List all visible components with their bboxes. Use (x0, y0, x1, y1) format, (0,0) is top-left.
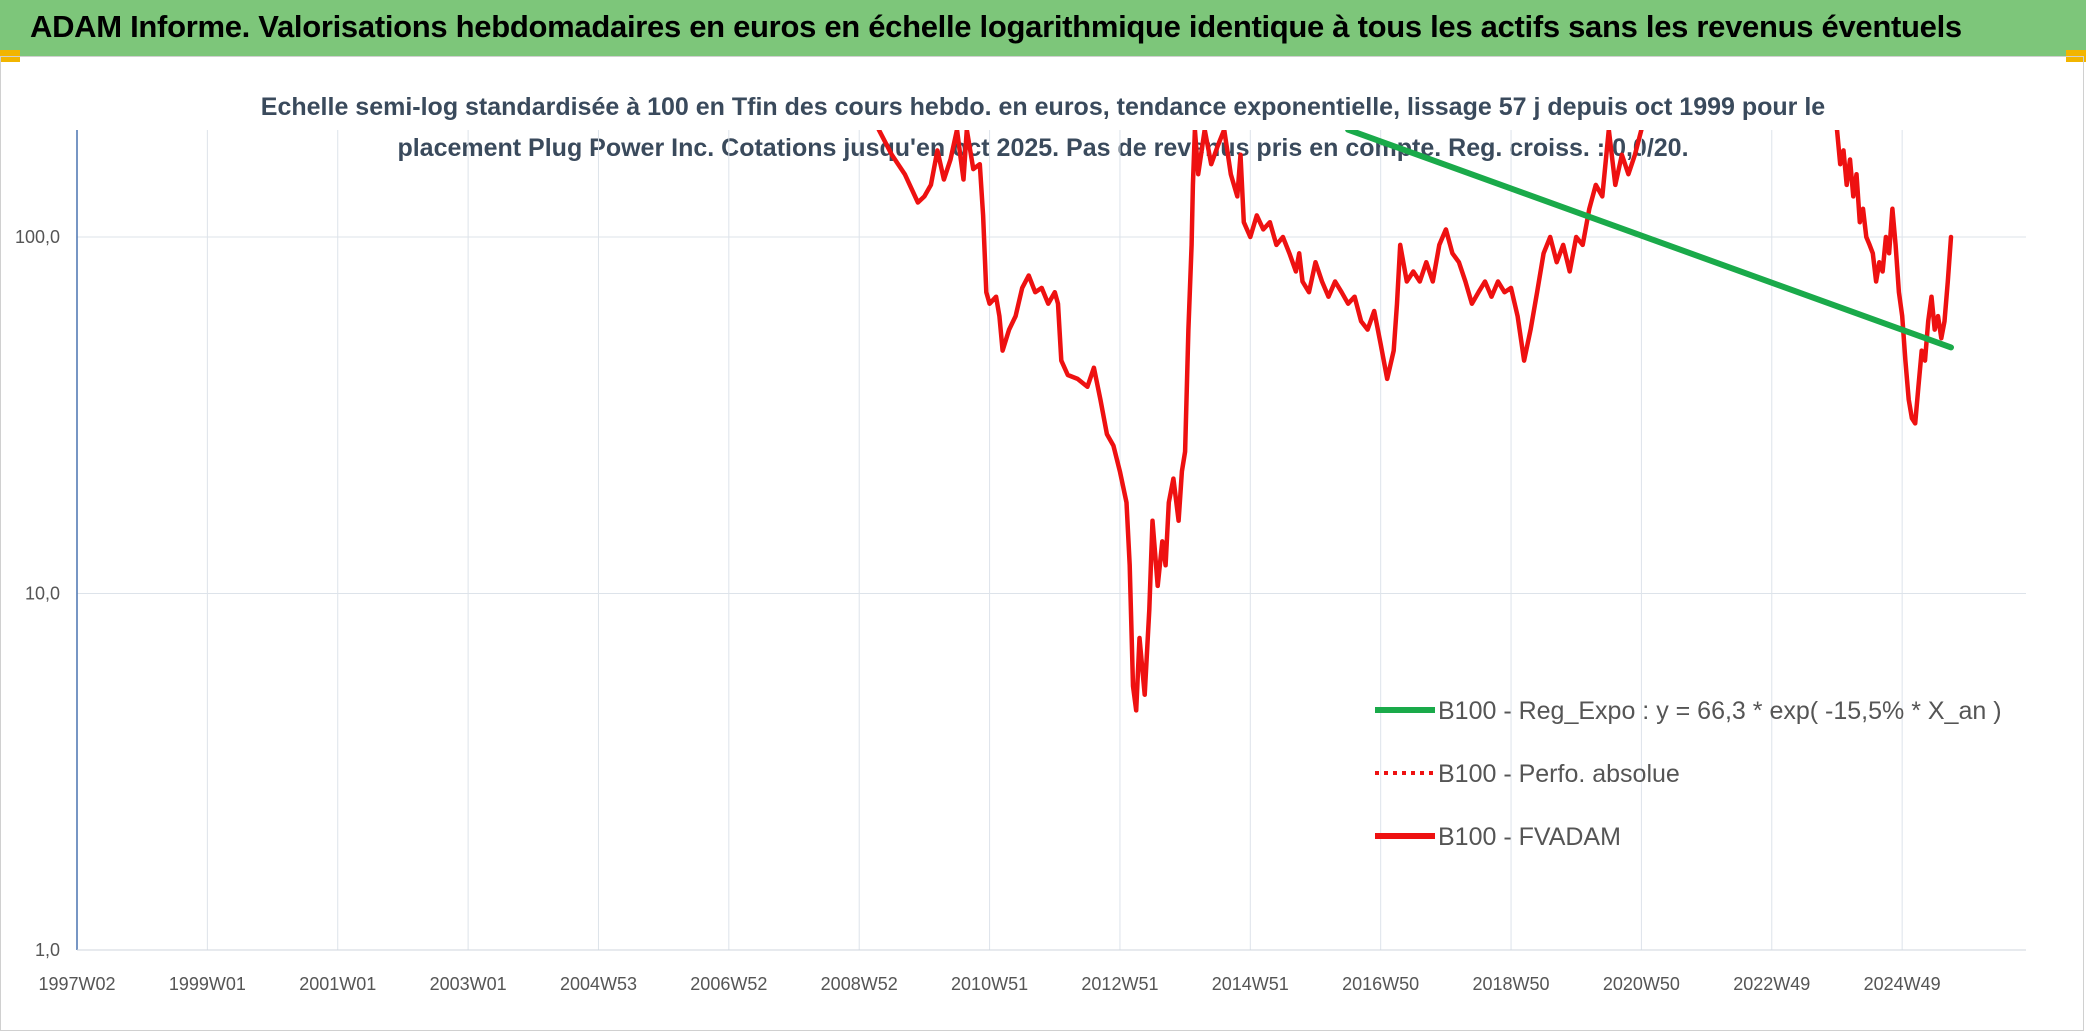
y-tick-label: 10,0 (25, 584, 60, 604)
x-tick-label: 2024W49 (1864, 974, 1941, 994)
series-reg-expo-line (1345, 130, 1954, 351)
x-tick-label: 2001W01 (299, 974, 376, 994)
series-fvadam-line (876, 130, 1644, 713)
x-tick-label: 1997W02 (38, 974, 115, 994)
chart-subtitle-line-2: placement Plug Power Inc. Cotations jusq… (397, 134, 1688, 162)
x-tick-label: 2006W52 (690, 974, 767, 994)
chart-frame (0, 56, 2084, 1031)
x-tick-label: 2016W50 (1342, 974, 1419, 994)
x-tick-label: 2012W51 (1081, 974, 1158, 994)
legend-label: B100 - Reg_Expo : y = 66,3 * exp( -15,5%… (1438, 697, 2002, 725)
x-tick-label: 1999W01 (169, 974, 246, 994)
x-tick-label: 2008W52 (821, 974, 898, 994)
x-tick-label: 2022W49 (1733, 974, 1810, 994)
legend-label: B100 - Perfo. absolue (1438, 760, 1680, 788)
x-tick-label: 2010W51 (951, 974, 1028, 994)
x-tick-label: 2014W51 (1212, 974, 1289, 994)
x-tick-label: 2020W50 (1603, 974, 1680, 994)
y-tick-label: 1,0 (35, 940, 60, 960)
series-fvadam-line (1834, 130, 1954, 426)
legend-label: B100 - FVADAM (1438, 823, 1621, 851)
header-bar: ADAM Informe. Valorisations hebdomadaire… (0, 0, 2086, 57)
x-tick-label: 2018W50 (1473, 974, 1550, 994)
x-tick-label: 2003W01 (430, 974, 507, 994)
x-tick-label: 2004W53 (560, 974, 637, 994)
chart-subtitle-line-1: Echelle semi-log standardisée à 100 en T… (261, 93, 1826, 121)
page-title: ADAM Informe. Valorisations hebdomadaire… (30, 9, 1962, 44)
y-tick-label: 100,0 (15, 227, 60, 247)
